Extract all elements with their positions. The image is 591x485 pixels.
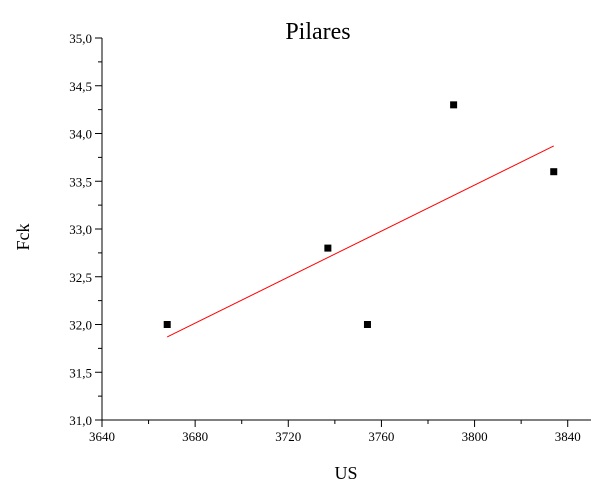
y-tick-label: 32,5 (69, 270, 92, 285)
x-tick-label: 3800 (462, 429, 488, 444)
y-tick-label: 31,0 (69, 413, 92, 428)
y-tick-label: 32,0 (69, 318, 92, 333)
y-tick-label: 31,5 (69, 365, 92, 380)
x-tick-label: 3720 (275, 429, 301, 444)
chart-title: Pilares (285, 19, 350, 45)
plot-frame (101, 38, 591, 421)
linear-fit-line (166, 145, 554, 338)
data-point (550, 168, 558, 176)
y-tick-label: 34,5 (69, 79, 92, 94)
y-axis-ticks: 31,0 31,5 32,0 32,5 33,0 33,5 34,0 34,5 35,0 (69, 31, 102, 428)
y-tick-label: 34,0 (69, 127, 92, 142)
y-tick-label: 33,0 (69, 222, 92, 237)
fit-line-layer (166, 145, 554, 338)
x-tick-label: 3680 (182, 429, 208, 444)
x-tick-label: 3840 (555, 429, 581, 444)
y-axis-title: Fck (13, 224, 33, 251)
data-point (363, 321, 371, 328)
x-tick-label: 3760 (368, 429, 394, 444)
data-points (163, 101, 558, 328)
x-axis-ticks: 3640 3680 3720 3760 3800 3840 (89, 420, 581, 444)
y-tick-label: 35,0 (69, 31, 92, 46)
data-point (324, 244, 332, 252)
x-tick-label: 3640 (89, 429, 115, 444)
x-axis-title: US (334, 463, 357, 483)
y-tick-label: 33,5 (69, 174, 92, 189)
data-point (450, 101, 458, 109)
data-point (163, 321, 171, 328)
